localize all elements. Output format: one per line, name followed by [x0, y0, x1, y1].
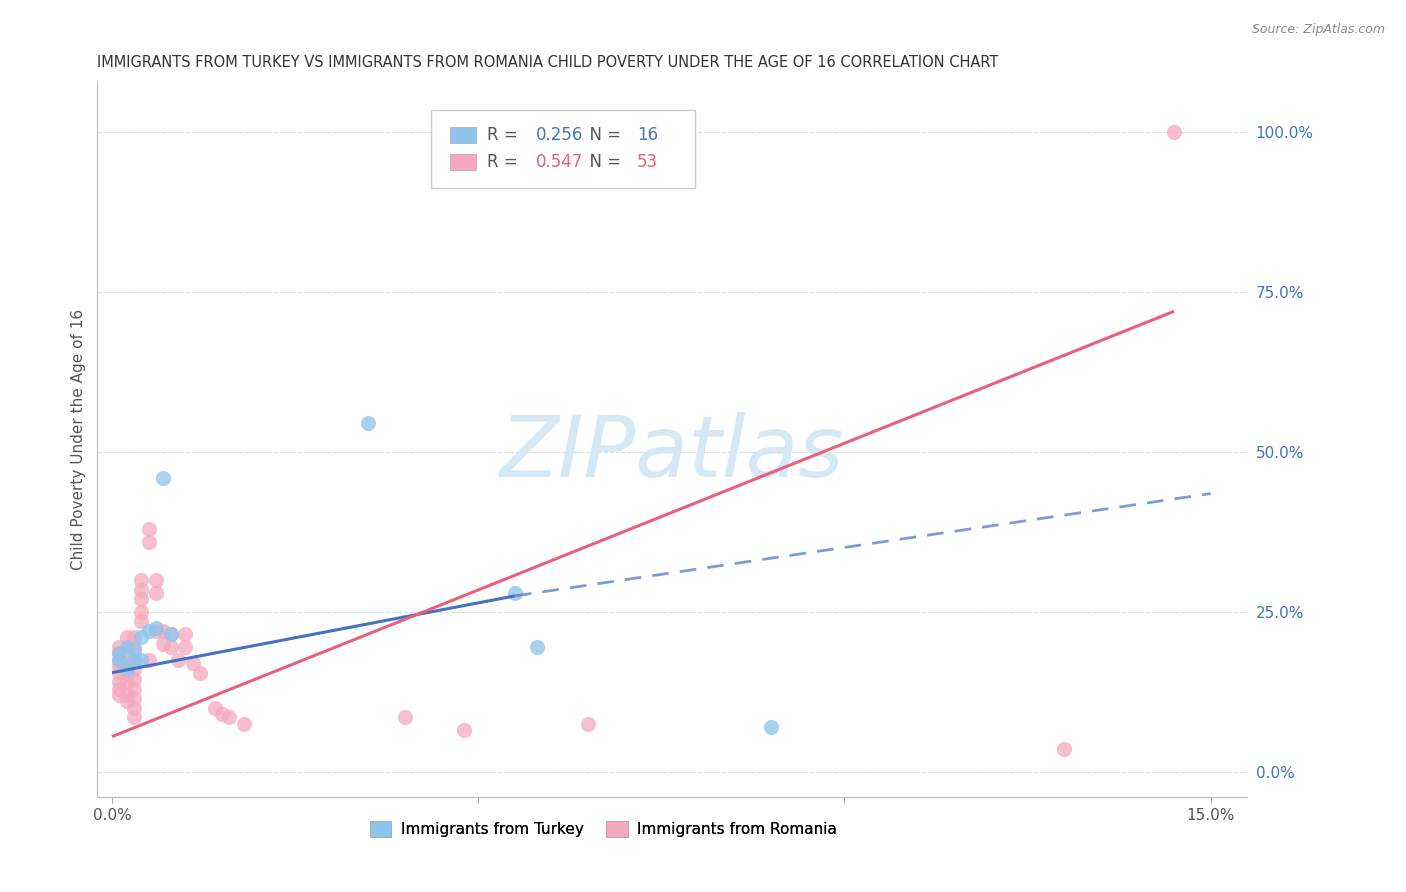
Point: [115, 631, 138, 645]
Text: ZIPatlas: ZIPatlas: [501, 412, 845, 495]
Text: 0.256: 0.256: [536, 126, 583, 144]
Point: [503, 585, 526, 599]
Point: [108, 681, 131, 696]
Text: IMMIGRANTS FROM TURKEY VS IMMIGRANTS FROM ROMANIA CHILD POVERTY UNDER THE AGE OF: IMMIGRANTS FROM TURKEY VS IMMIGRANTS FRO…: [97, 55, 998, 70]
Text: N =: N =: [579, 153, 627, 171]
FancyBboxPatch shape: [430, 110, 696, 188]
Point: [129, 573, 152, 587]
Point: [122, 710, 145, 724]
Text: R =: R =: [488, 126, 523, 144]
Point: [152, 470, 174, 484]
Point: [152, 637, 174, 651]
Point: [394, 710, 416, 724]
Point: [138, 522, 160, 536]
Legend: Immigrants from Turkey, Immigrants from Romania: Immigrants from Turkey, Immigrants from …: [364, 815, 842, 844]
Point: [108, 653, 131, 667]
Point: [108, 640, 131, 654]
Y-axis label: Child Poverty Under the Age of 16: Child Poverty Under the Age of 16: [72, 309, 86, 570]
Text: 16: 16: [637, 126, 658, 144]
Point: [122, 681, 145, 696]
Point: [129, 653, 152, 667]
Point: [122, 672, 145, 686]
Point: [129, 631, 152, 645]
Point: [204, 701, 226, 715]
Point: [108, 659, 131, 673]
Point: [115, 694, 138, 708]
Point: [138, 653, 160, 667]
Point: [1163, 125, 1185, 139]
Text: 53: 53: [637, 153, 658, 171]
Point: [576, 716, 599, 731]
Point: [115, 643, 138, 657]
Point: [129, 605, 152, 619]
Point: [115, 675, 138, 690]
Point: [1053, 742, 1076, 756]
Point: [181, 656, 204, 670]
Point: [357, 416, 380, 430]
Point: [145, 624, 167, 638]
Point: [159, 640, 181, 654]
Text: 0.547: 0.547: [536, 153, 582, 171]
Point: [526, 640, 548, 654]
Point: [115, 640, 138, 654]
Point: [115, 665, 138, 680]
FancyBboxPatch shape: [450, 127, 475, 143]
Point: [108, 647, 131, 661]
Text: Source: ZipAtlas.com: Source: ZipAtlas.com: [1251, 23, 1385, 37]
Point: [138, 534, 160, 549]
Point: [159, 627, 181, 641]
Point: [129, 592, 152, 607]
Point: [108, 647, 131, 661]
Point: [761, 720, 783, 734]
Point: [218, 710, 240, 724]
Point: [122, 653, 145, 667]
Point: [167, 653, 190, 667]
Point: [211, 707, 233, 722]
Point: [108, 675, 131, 690]
Point: [122, 643, 145, 657]
Point: [453, 723, 475, 738]
Point: [122, 640, 145, 654]
Point: [188, 665, 211, 680]
Point: [122, 653, 145, 667]
Point: [145, 621, 167, 635]
Point: [108, 688, 131, 702]
Point: [108, 653, 131, 667]
Point: [115, 688, 138, 702]
Point: [122, 701, 145, 715]
Point: [152, 624, 174, 638]
Point: [108, 665, 131, 680]
Point: [129, 615, 152, 629]
Point: [159, 627, 181, 641]
Point: [122, 691, 145, 706]
Point: [145, 573, 167, 587]
Point: [115, 656, 138, 670]
FancyBboxPatch shape: [450, 154, 475, 169]
Point: [138, 624, 160, 638]
Point: [174, 640, 197, 654]
Point: [129, 582, 152, 597]
Point: [122, 631, 145, 645]
Text: N =: N =: [579, 126, 627, 144]
Point: [232, 716, 254, 731]
Point: [122, 663, 145, 677]
Point: [145, 585, 167, 599]
Text: R =: R =: [488, 153, 523, 171]
Point: [174, 627, 197, 641]
Point: [115, 663, 138, 677]
